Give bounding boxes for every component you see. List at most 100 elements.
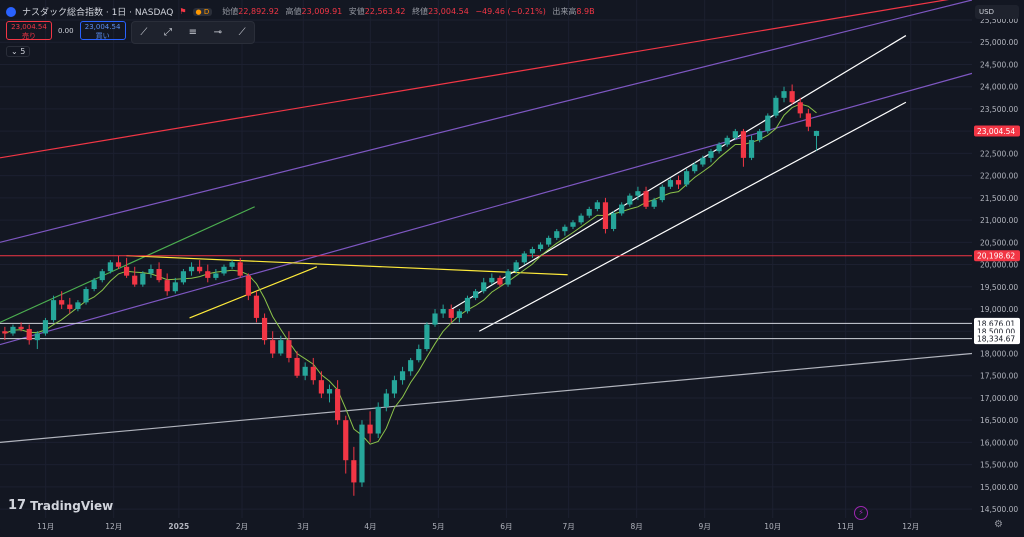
horizontal-line-icon[interactable]: ⊸ — [213, 27, 223, 38]
price-label-bg — [974, 250, 1020, 262]
candle-body — [651, 200, 657, 207]
candle-body — [180, 271, 187, 283]
candle-body — [813, 130, 820, 136]
candle-body — [789, 91, 795, 103]
change-value: −49.46 (−0.21%) — [475, 7, 546, 16]
candle-body — [627, 195, 633, 205]
candle-body — [148, 269, 154, 274]
price-tick-label: 24,000.00 — [980, 83, 1018, 92]
open-value: 22,892.92 — [238, 7, 279, 16]
indicator-toggle[interactable]: ⌄ 5 — [6, 46, 31, 57]
gear-icon[interactable]: ⚙ — [994, 519, 1003, 530]
candle-body — [359, 424, 365, 483]
flag-icon[interactable]: ⚑ — [179, 7, 187, 16]
candle-body — [554, 231, 560, 238]
price-label-text: 18,334.67 — [977, 335, 1015, 344]
trendline-purple-upper — [0, 0, 973, 243]
candle-body — [375, 406, 381, 434]
candle-body — [586, 208, 592, 216]
close-value: 23,004.54 — [428, 7, 469, 16]
time-tick-label: 6月 — [500, 522, 512, 531]
currency-label: USD — [979, 8, 994, 16]
candle-body — [659, 186, 665, 201]
candle-body — [172, 282, 178, 292]
moving-average — [4, 103, 817, 445]
candle-body — [602, 202, 609, 229]
candle-body — [416, 349, 422, 361]
drawing-toolbar: ⟋ ⤢ ≡ ⊸ ⟋ — [131, 21, 255, 44]
sell-label: 売り — [22, 32, 36, 40]
time-tick-label: 9月 — [699, 522, 711, 531]
candle-body — [716, 144, 722, 152]
time-tick-label: 12月 — [902, 522, 919, 531]
candle-body — [513, 262, 519, 272]
candle-body — [399, 371, 406, 381]
price-tick-label: 20,500.00 — [980, 238, 1018, 247]
time-axis: 11月 12月 2025 2月 3月 4月 5月 6月 7月 8月 9月 10月 11月 12月 — [37, 522, 919, 531]
candle-body — [245, 275, 251, 296]
trade-panel: 23,004.54 売り 0.00 23,004.54 買い — [6, 21, 126, 40]
low-value: 22,563.42 — [364, 7, 406, 16]
trendline-white-lower — [478, 101, 907, 332]
price-tick-label: 16,000.00 — [980, 438, 1018, 447]
price-tick-label: 20,000.00 — [980, 261, 1018, 270]
buy-price: 23,004.54 — [84, 23, 121, 31]
candle-body — [18, 326, 24, 330]
candle-body — [619, 204, 625, 214]
interval-badge: ● D — [192, 7, 213, 16]
candle-body — [578, 215, 584, 223]
path-tool-icon[interactable]: ⟋ — [238, 27, 246, 38]
ray-tool-icon[interactable]: ⤢ — [163, 27, 172, 38]
candle-body — [675, 180, 682, 185]
ma-line — [4, 103, 817, 445]
candle-body — [424, 324, 430, 350]
currency-select[interactable]: USD — [975, 5, 1019, 19]
candle-body — [107, 262, 113, 272]
candle-body — [391, 380, 398, 394]
grid-lines — [0, 0, 972, 518]
close-label: 終値 — [412, 7, 429, 16]
ohlc-values: 始値22,892.92 高値23,009.91 安値22,563.42 終値23… — [218, 6, 594, 17]
buy-button[interactable]: 23,004.54 買い — [79, 21, 126, 40]
candle-body — [481, 282, 487, 292]
candle-body — [489, 277, 495, 283]
price-label-bg — [974, 333, 1020, 345]
price-tick-label: 19,000.00 — [980, 305, 1018, 314]
lightning-icon[interactable]: ⚡ — [854, 506, 868, 520]
spread-value: 0.00 — [58, 26, 74, 35]
candle-body — [383, 393, 389, 407]
symbol-title[interactable]: ナスダック総合指数 · 1日 · NASDAQ — [22, 8, 174, 18]
price-label-bg — [974, 125, 1020, 137]
price-tick-label: 22,500.00 — [980, 149, 1018, 158]
sell-price: 23,004.54 — [11, 23, 47, 31]
candle-body — [326, 389, 333, 394]
candle-body — [286, 340, 292, 358]
candle-body — [700, 157, 706, 165]
candle-body — [50, 300, 57, 321]
candle-body — [708, 151, 714, 158]
candle-body — [318, 380, 324, 394]
candle-body — [570, 222, 576, 227]
price-tick-label: 25,500.00 — [980, 16, 1018, 25]
high-label: 高値 — [285, 7, 302, 16]
candle-body — [91, 280, 97, 290]
trendline-purple-lower — [0, 72, 973, 346]
candle-body — [278, 340, 284, 354]
candle-body — [456, 311, 462, 318]
trendline-green-channel — [0, 206, 255, 323]
trendline-tool-icon[interactable]: ⟋ — [140, 27, 148, 38]
candle-body — [562, 226, 568, 232]
price-tick-label: 15,000.00 — [980, 483, 1018, 492]
price-tick-label: 15,500.00 — [980, 461, 1018, 470]
candle-body — [781, 91, 787, 98]
candle-body — [237, 262, 243, 276]
candle-body — [537, 244, 544, 249]
candle-body — [684, 171, 690, 185]
parallel-channel-icon[interactable]: ≡ — [188, 27, 197, 38]
low-label: 安値 — [348, 7, 365, 16]
candle-body — [294, 357, 300, 376]
candle-body — [546, 237, 552, 245]
sell-button[interactable]: 23,004.54 売り — [6, 21, 52, 40]
high-value: 23,009.91 — [301, 7, 343, 16]
